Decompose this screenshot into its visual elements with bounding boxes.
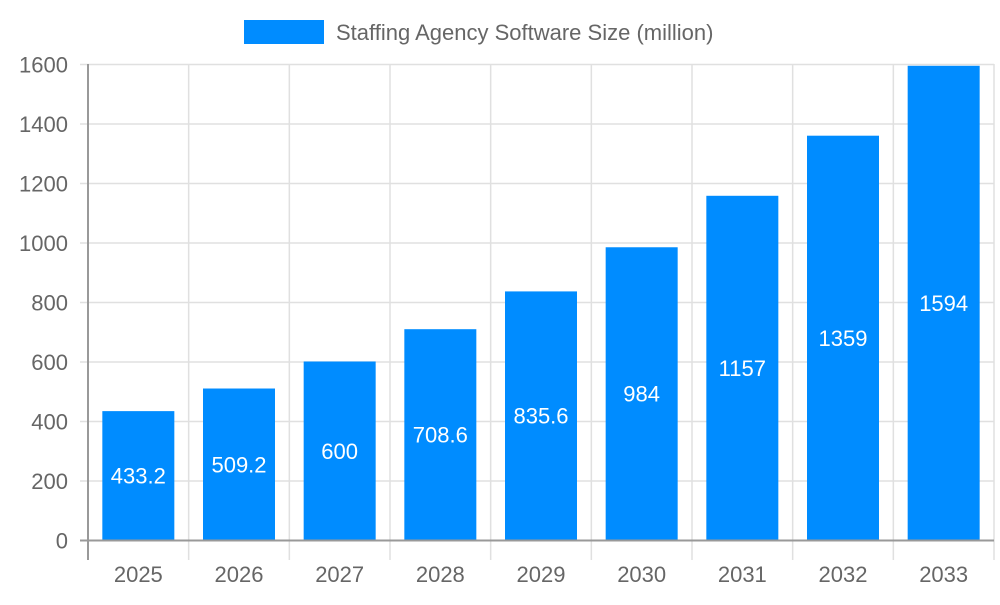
y-tick-label: 400 bbox=[31, 410, 68, 435]
data-label: 708.6 bbox=[413, 423, 468, 448]
bar bbox=[505, 291, 577, 540]
x-tick-label: 2026 bbox=[215, 562, 264, 587]
legend[interactable]: Staffing Agency Software Size (million) bbox=[244, 20, 713, 45]
bar bbox=[907, 65, 980, 540]
data-label: 433.2 bbox=[111, 464, 166, 489]
data-label: 600 bbox=[321, 439, 358, 464]
data-label: 835.6 bbox=[513, 404, 568, 429]
data-label: 509.2 bbox=[211, 452, 266, 477]
bars: 433.2 509.2 600 708.6 835.6 984 1157 1359 1594 bbox=[102, 65, 980, 541]
x-tick-label: 2028 bbox=[416, 562, 465, 587]
y-tick-label: 1600 bbox=[19, 53, 68, 78]
x-tick-label: 2025 bbox=[114, 562, 163, 587]
x-tick-label: 2029 bbox=[517, 562, 566, 587]
y-tick-label: 600 bbox=[31, 350, 68, 375]
bar bbox=[203, 388, 275, 540]
bar bbox=[102, 411, 175, 540]
grid bbox=[80, 63, 995, 560]
data-label: 984 bbox=[623, 382, 660, 407]
x-tick-label: 2032 bbox=[819, 562, 868, 587]
x-tick-label: 2027 bbox=[315, 562, 364, 587]
y-tick-label: 800 bbox=[31, 291, 68, 316]
x-tick-label: 2033 bbox=[919, 562, 968, 587]
legend-label: Staffing Agency Software Size (million) bbox=[336, 20, 713, 45]
y-tick-label: 1000 bbox=[19, 231, 68, 256]
y-tick-label: 1400 bbox=[19, 112, 68, 137]
x-tick-label: 2030 bbox=[617, 562, 666, 587]
data-label: 1594 bbox=[919, 291, 968, 316]
data-label: 1157 bbox=[719, 356, 766, 381]
y-tick-label: 1200 bbox=[19, 172, 68, 197]
x-tick-label: 2031 bbox=[718, 562, 767, 587]
bar bbox=[404, 329, 477, 540]
y-tick-label: 0 bbox=[56, 529, 68, 554]
data-label: 1359 bbox=[819, 326, 868, 351]
bar bbox=[706, 195, 779, 541]
y-tick-label: 200 bbox=[31, 469, 68, 494]
axes: 0 200 400 600 800 1000 1200 1400 1600 2025 2026 202… bbox=[19, 53, 994, 587]
bar bbox=[807, 135, 879, 540]
bar bbox=[303, 361, 376, 540]
legend-swatch bbox=[244, 20, 324, 44]
bar bbox=[605, 247, 678, 540]
